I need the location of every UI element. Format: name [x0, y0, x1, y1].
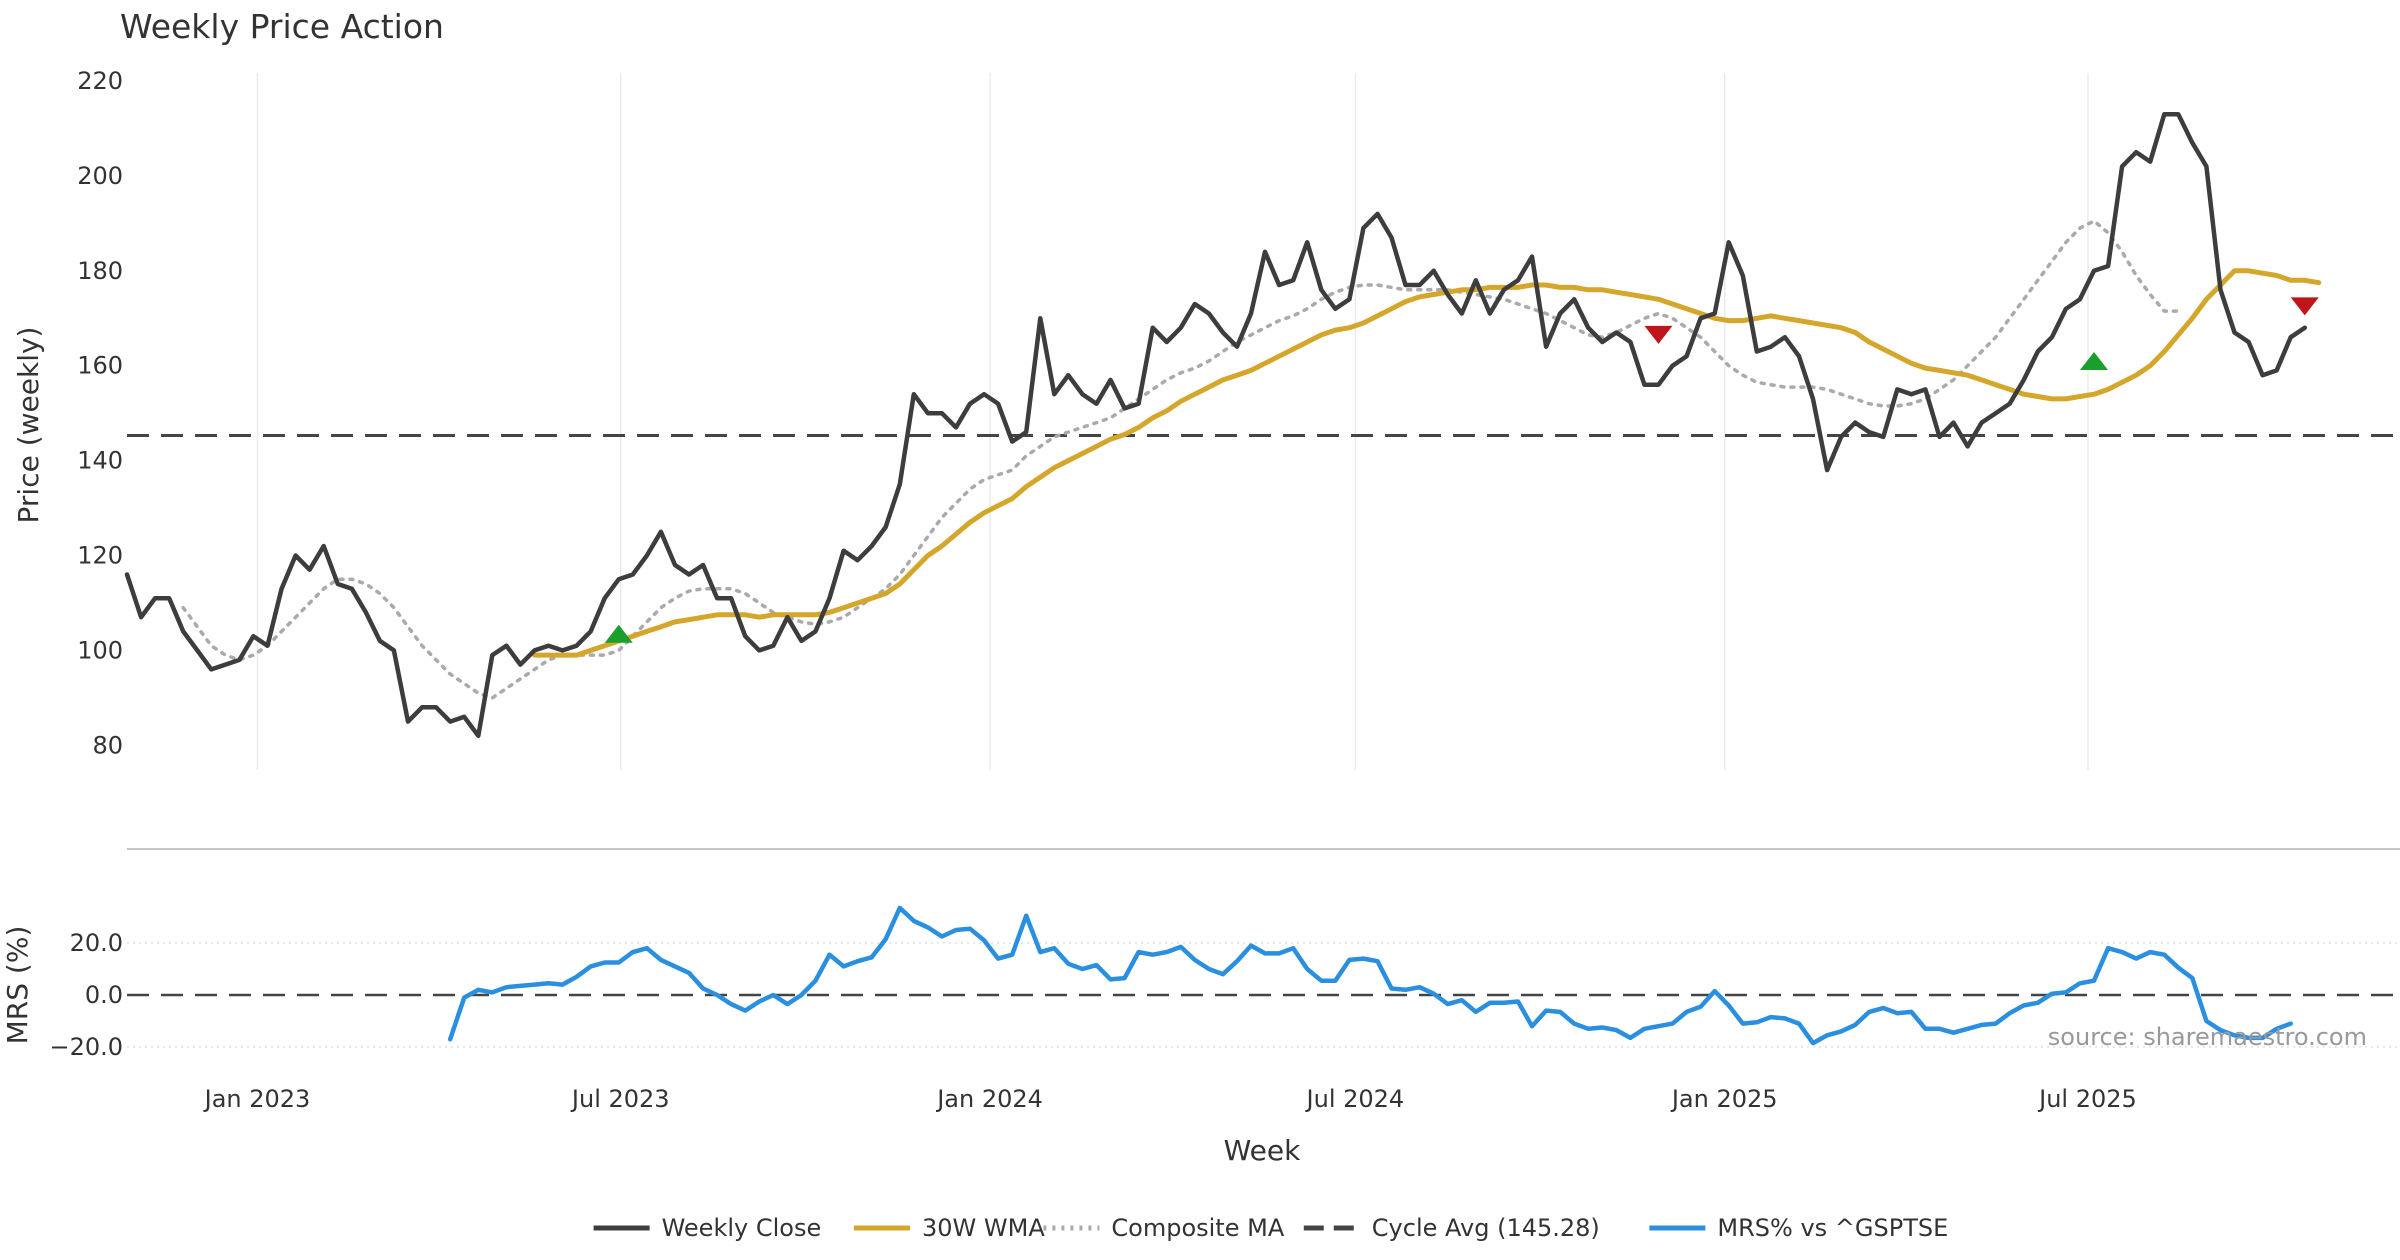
legend-item: Weekly Close [593, 1214, 822, 1242]
x-tick-label: Jan 2023 [203, 1085, 311, 1113]
mrs-series-group [447, 905, 2293, 1046]
x-axis-ticks: Jan 2023 Jul 2023 Jan 2024 Jul 2024 Jan 2025… [203, 1085, 2137, 1113]
mrs-y-gridlines [127, 942, 2400, 1048]
chart-title: Weekly Price Action [120, 7, 444, 46]
y-tick-label: 100 [77, 636, 123, 664]
x-axis-label: Week [1224, 1134, 1301, 1167]
y-tick-label: 220 [77, 67, 123, 95]
composite-ma-line [181, 219, 2181, 700]
y-tick-label: 200 [77, 162, 123, 190]
y-tick-label: 140 [77, 447, 123, 475]
legend-item: MRS% vs ^GSPTSE [1649, 1214, 1948, 1242]
sell-signal-marker [2290, 297, 2319, 316]
legend-label: Composite MA [1111, 1214, 1284, 1242]
y-tick-label: 0.0 [85, 981, 123, 1009]
legend-label: Weekly Close [662, 1214, 822, 1242]
legend-item: Composite MA [1043, 1214, 1285, 1242]
chart-legend: Weekly Close 30W WMA Composite MA Cycle Avg… [593, 1214, 1948, 1242]
x-tick-label: Jan 2024 [935, 1085, 1043, 1113]
y-tick-label: 180 [77, 257, 123, 285]
price-y-axis-label: Price (weekly) [12, 327, 45, 524]
mrs-y-ticks: 20.0 0.0 −20.0 [49, 929, 123, 1061]
price-series-group [124, 111, 2322, 739]
buy-signal-marker [604, 624, 633, 643]
price-x-gridlines [256, 73, 2089, 770]
signal-markers [604, 297, 2319, 643]
price-y-ticks: 80 100 120 140 160 180 200 220 [77, 67, 123, 759]
legend-item: Cycle Avg (145.28) [1303, 1214, 1600, 1242]
mrs-line [447, 905, 2293, 1046]
legend-label: 30W WMA [922, 1214, 1045, 1242]
y-tick-label: 80 [92, 731, 123, 759]
sell-signal-marker [1644, 325, 1673, 344]
x-tick-label: Jul 2024 [1305, 1085, 1405, 1113]
wma-30w-line [532, 268, 2322, 658]
y-tick-label: 120 [77, 542, 123, 570]
buy-signal-marker [2080, 351, 2108, 370]
y-tick-label: 160 [77, 352, 123, 380]
y-tick-label: 20.0 [70, 929, 123, 957]
y-tick-label: −20.0 [49, 1033, 123, 1061]
x-tick-label: Jul 2025 [2037, 1085, 2137, 1113]
legend-label: Cycle Avg (145.28) [1372, 1214, 1600, 1242]
x-tick-label: Jan 2025 [1670, 1085, 1778, 1113]
legend-item: 30W WMA [854, 1214, 1045, 1242]
source-credit: source: sharemaestro.com [2048, 1023, 2367, 1051]
legend-label: MRS% vs ^GSPTSE [1717, 1214, 1948, 1242]
mrs-y-axis-label: MRS (%) [1, 926, 34, 1045]
weekly-close-line [124, 111, 2308, 739]
x-tick-label: Jul 2023 [570, 1085, 670, 1113]
